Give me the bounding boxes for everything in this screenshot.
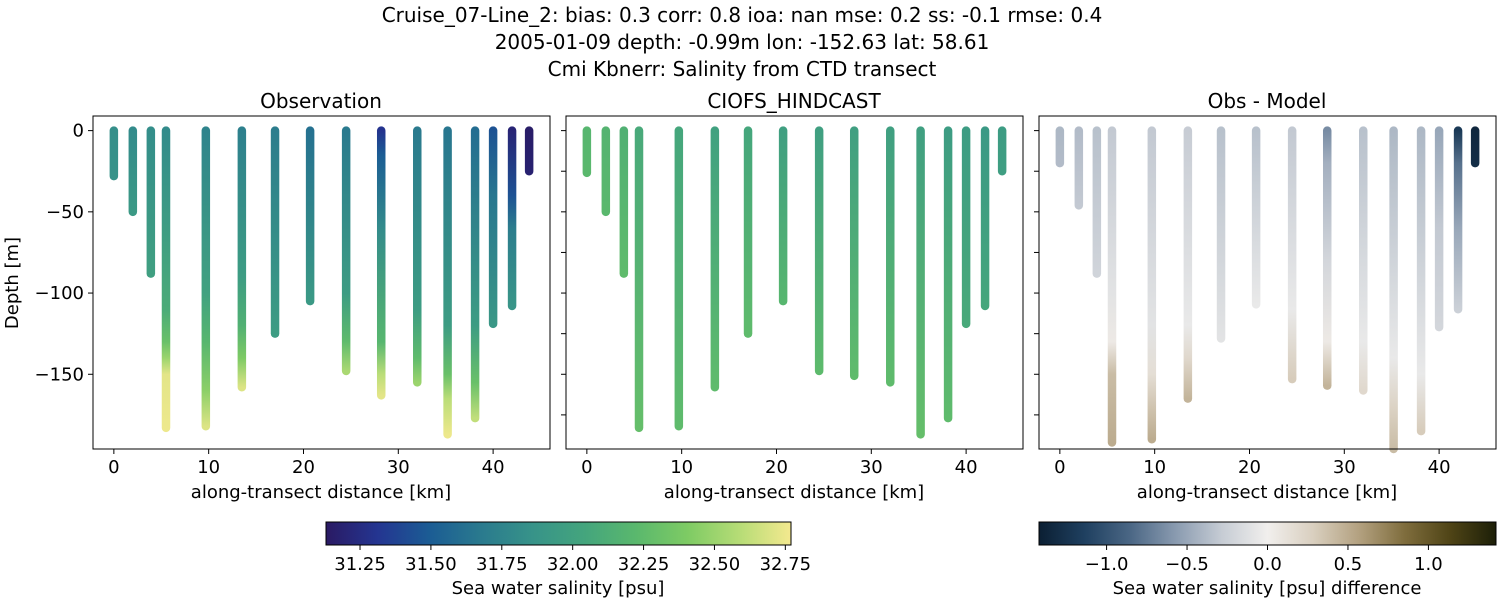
salinity-colorbar-label: Sea water salinity [psu]: [452, 578, 665, 599]
observation-panel: Observation 0 10 20 30 40 0 −50 −100 −150 along…: [2, 89, 551, 503]
title-line-3: Cmi Kbnerr: Salinity from CTD transect: [548, 57, 937, 81]
title-line-2: 2005-01-09 depth: -0.99m lon: -152.63 la…: [495, 30, 990, 54]
salinity-colorbar: 31.25 31.50 31.75 32.00 32.25 32.50 32.75 Sea …: [325, 521, 811, 599]
model-y-ticks: [561, 130, 566, 416]
x-tick-label: 40: [1428, 457, 1451, 478]
colorbar-tick-label: 1.0: [1414, 554, 1443, 575]
model-profiles: [582, 126, 1007, 439]
observation-x-axis-label: along-transect distance [km]: [191, 482, 451, 503]
y-tick-label: −50: [46, 202, 84, 223]
x-tick-label: 20: [765, 457, 788, 478]
colorbar-tick-label: 32.00: [547, 554, 599, 575]
model-panel: CIOFS_HINDCAST 0 10 20 30 40 along-transect …: [561, 89, 1024, 503]
difference-plot-frame: [1038, 115, 1497, 450]
y-tick-label: −150: [35, 364, 84, 385]
observation-x-ticks: 0 10 20 30 40: [108, 449, 505, 478]
difference-colorbar-ticks: −1.0 −0.5 0.0 0.5 1.0: [1085, 545, 1443, 575]
observation-plot-frame: [92, 115, 551, 450]
difference-panel: Obs - Model 0 10 20 30 40 along-transect dis…: [1034, 89, 1497, 503]
panel-title-observation: Observation: [260, 89, 382, 113]
x-tick-label: 0: [1054, 457, 1065, 478]
difference-profiles: [1055, 126, 1480, 454]
colorbar-tick-label: 0.5: [1334, 554, 1363, 575]
difference-y-ticks: [1034, 130, 1039, 416]
x-tick-label: 20: [1238, 457, 1261, 478]
salinity-colorbar-ticks: 31.25 31.50 31.75 32.00 32.25 32.50 32.75: [334, 545, 811, 575]
x-tick-label: 10: [197, 457, 220, 478]
difference-x-ticks: 0 10 20 30 40: [1054, 449, 1451, 478]
x-tick-label: 30: [860, 457, 883, 478]
x-tick-label: 30: [387, 457, 410, 478]
y-tick-label: −100: [35, 283, 84, 304]
observation-y-axis-label: Depth [m]: [2, 237, 23, 329]
colorbar-tick-label: −1.0: [1085, 554, 1129, 575]
model-x-ticks: 0 10 20 30 40: [581, 449, 978, 478]
x-tick-label: 0: [581, 457, 592, 478]
x-tick-label: 40: [955, 457, 978, 478]
panel-title-difference: Obs - Model: [1208, 89, 1327, 113]
panel-title-model: CIOFS_HINDCAST: [707, 89, 881, 113]
x-tick-label: 0: [108, 457, 119, 478]
x-tick-label: 40: [482, 457, 505, 478]
x-tick-label: 20: [292, 457, 315, 478]
difference-x-axis-label: along-transect distance [km]: [1137, 482, 1397, 503]
colorbar-tick-label: 32.75: [760, 554, 812, 575]
observation-profiles: [109, 126, 534, 439]
colorbar-tick-label: 0.0: [1253, 554, 1282, 575]
model-x-axis-label: along-transect distance [km]: [664, 482, 924, 503]
colorbar-tick-label: 32.25: [618, 554, 670, 575]
difference-colorbar-label: Sea water salinity [psu] difference: [1113, 578, 1422, 599]
difference-colorbar-gradient: [1038, 521, 1497, 546]
x-tick-label: 10: [1143, 457, 1166, 478]
x-tick-label: 10: [670, 457, 693, 478]
figure-title: Cruise_07-Line_2: bias: 0.3 corr: 0.8 io…: [382, 3, 1103, 81]
colorbar-tick-label: 31.75: [476, 554, 528, 575]
colorbar-tick-label: −0.5: [1165, 554, 1209, 575]
x-tick-label: 30: [1333, 457, 1356, 478]
title-line-1: Cruise_07-Line_2: bias: 0.3 corr: 0.8 io…: [382, 3, 1103, 27]
salinity-colorbar-gradient: [325, 521, 792, 546]
colorbar-tick-label: 31.50: [405, 554, 457, 575]
difference-colorbar: −1.0 −0.5 0.0 0.5 1.0 Sea water salinity [ps…: [1038, 521, 1497, 599]
model-plot-frame: [565, 115, 1024, 450]
colorbar-tick-label: 31.25: [334, 554, 386, 575]
observation-y-ticks: 0 −50 −100 −150: [35, 121, 93, 385]
colorbar-tick-label: 32.50: [689, 554, 741, 575]
y-tick-label: 0: [73, 121, 84, 142]
